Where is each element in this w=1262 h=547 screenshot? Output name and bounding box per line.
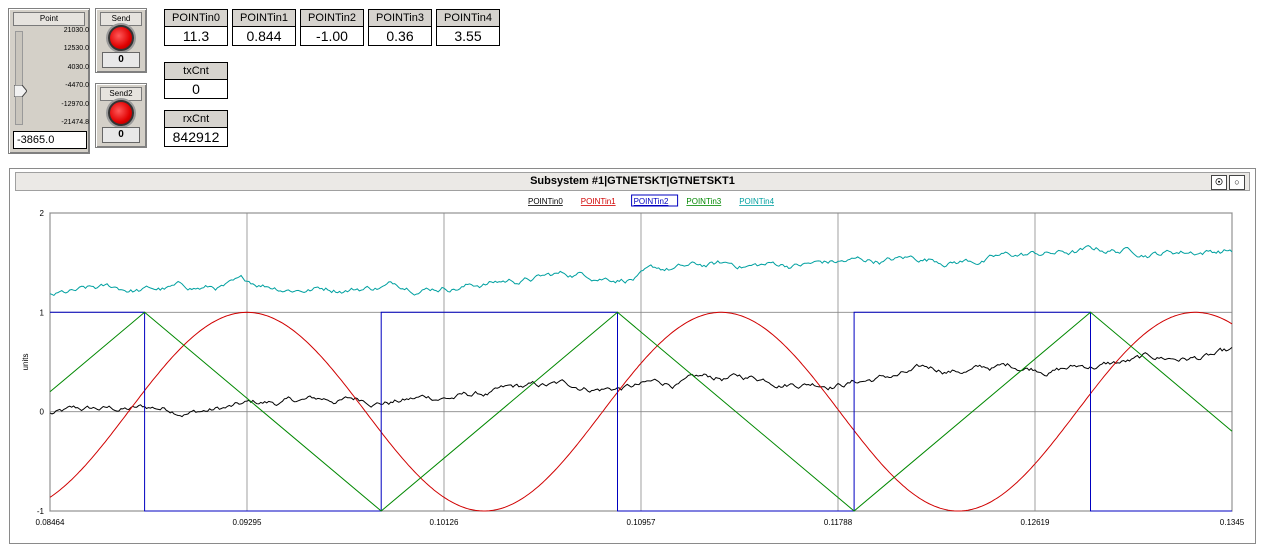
slider-tick-label: 21030.0: [63, 27, 89, 34]
pointin0-value: 11.3: [164, 26, 228, 46]
y-tick-label: 0: [40, 408, 45, 417]
pointin3-value: 0.36: [368, 26, 432, 46]
x-tick-label: 0.08464: [36, 518, 65, 527]
txcnt-label: txCnt: [164, 62, 228, 80]
pointin4-value: 3.55: [436, 26, 500, 46]
x-tick-label: 0.12619: [1021, 518, 1050, 527]
pointin3-indicator: POINTin3 0.36: [368, 9, 432, 46]
send-button-panel: Send 0: [95, 8, 147, 73]
scope-title: Subsystem #1|GTNETSKT|GTNETSKT1: [530, 175, 735, 187]
send-count: 0: [102, 52, 140, 68]
txcnt-value: 0: [164, 79, 228, 99]
scope-lock-icon[interactable]: ☉: [1211, 175, 1227, 190]
point-slider-title: Point: [13, 12, 85, 26]
slider-tick-label: 12530.0: [63, 45, 89, 53]
send-button[interactable]: [108, 25, 134, 51]
legend-item: POINTin4: [739, 197, 774, 206]
pointin1-indicator: POINTin1 0.844: [232, 9, 296, 46]
point-slider-track[interactable]: [15, 31, 23, 125]
send-button-title: Send: [100, 12, 142, 26]
slider-tick-label: -4470.0: [65, 82, 89, 90]
series-line-pointin3: [49, 311, 1233, 512]
series-line-pointin2: [50, 311, 1232, 512]
x-tick-label: 0.11788: [824, 518, 853, 527]
y-tick-label: 2: [40, 209, 45, 218]
pointin2-label: POINTin2: [300, 9, 364, 27]
scope-chart: 2 1 0 -1 0.08464 0.09295 0.10126 0.10957 0.11788…: [21, 194, 1245, 527]
y-tick-label: 1: [40, 308, 45, 317]
legend-item: POINTin1: [581, 197, 616, 206]
scope-circle-icon[interactable]: ○: [1229, 175, 1245, 190]
x-tick-label: 0.1345: [1220, 518, 1245, 527]
send2-button-panel: Send2 0: [95, 83, 147, 148]
series-line-pointin4: [49, 245, 1233, 297]
pointin2-indicator: POINTin2 -1.00: [300, 9, 364, 46]
legend-item: POINTin2: [634, 197, 669, 206]
series-line-pointin1: [49, 311, 1233, 512]
pointin1-label: POINTin1: [232, 9, 296, 27]
legend-item: POINTin0: [528, 197, 563, 206]
point-value-field[interactable]: -3865.0: [13, 131, 87, 149]
send2-button[interactable]: [108, 100, 134, 126]
scope-title-bar: Subsystem #1|GTNETSKT|GTNETSKT1 ☉ ○: [15, 172, 1250, 191]
pointin0-label: POINTin0: [164, 9, 228, 27]
legend-highlight: [631, 194, 679, 207]
rxcnt-label: rxCnt: [164, 110, 228, 128]
pointin1-value: 0.844: [232, 26, 296, 46]
slider-tick-label: -12970.0: [61, 100, 89, 108]
series-line-pointin0: [49, 347, 1233, 418]
txcnt-indicator: txCnt 0: [164, 62, 228, 99]
scope-window: Subsystem #1|GTNETSKT|GTNETSKT1 ☉ ○ 2 1 0 -…: [9, 168, 1256, 544]
y-axis-label: units: [21, 354, 30, 371]
x-tick-label: 0.10126: [430, 518, 459, 527]
legend-item: POINTin3: [686, 197, 721, 206]
pointin4-label: POINTin4: [436, 9, 500, 27]
send2-button-title: Send2: [100, 87, 142, 101]
slider-tick-label: 4030.0: [67, 63, 89, 71]
send2-count: 0: [102, 127, 140, 143]
pointin3-label: POINTin3: [368, 9, 432, 27]
x-tick-label: 0.09295: [233, 518, 262, 527]
rxcnt-indicator: rxCnt 842912: [164, 110, 228, 147]
x-tick-label: 0.10957: [627, 518, 656, 527]
rxcnt-value: 842912: [164, 127, 228, 147]
slider-tick-label: -21474.8: [61, 119, 89, 126]
point-slider-panel: Point 21030.0 12530.0 4030.0 -4470.0 -12970.…: [8, 8, 90, 154]
slider-thumb-icon[interactable]: [14, 85, 27, 97]
pointin0-indicator: POINTin0 11.3: [164, 9, 228, 46]
pointin2-value: -1.00: [300, 26, 364, 46]
pointin4-indicator: POINTin4 3.55: [436, 9, 500, 46]
y-tick-label: -1: [37, 507, 45, 516]
